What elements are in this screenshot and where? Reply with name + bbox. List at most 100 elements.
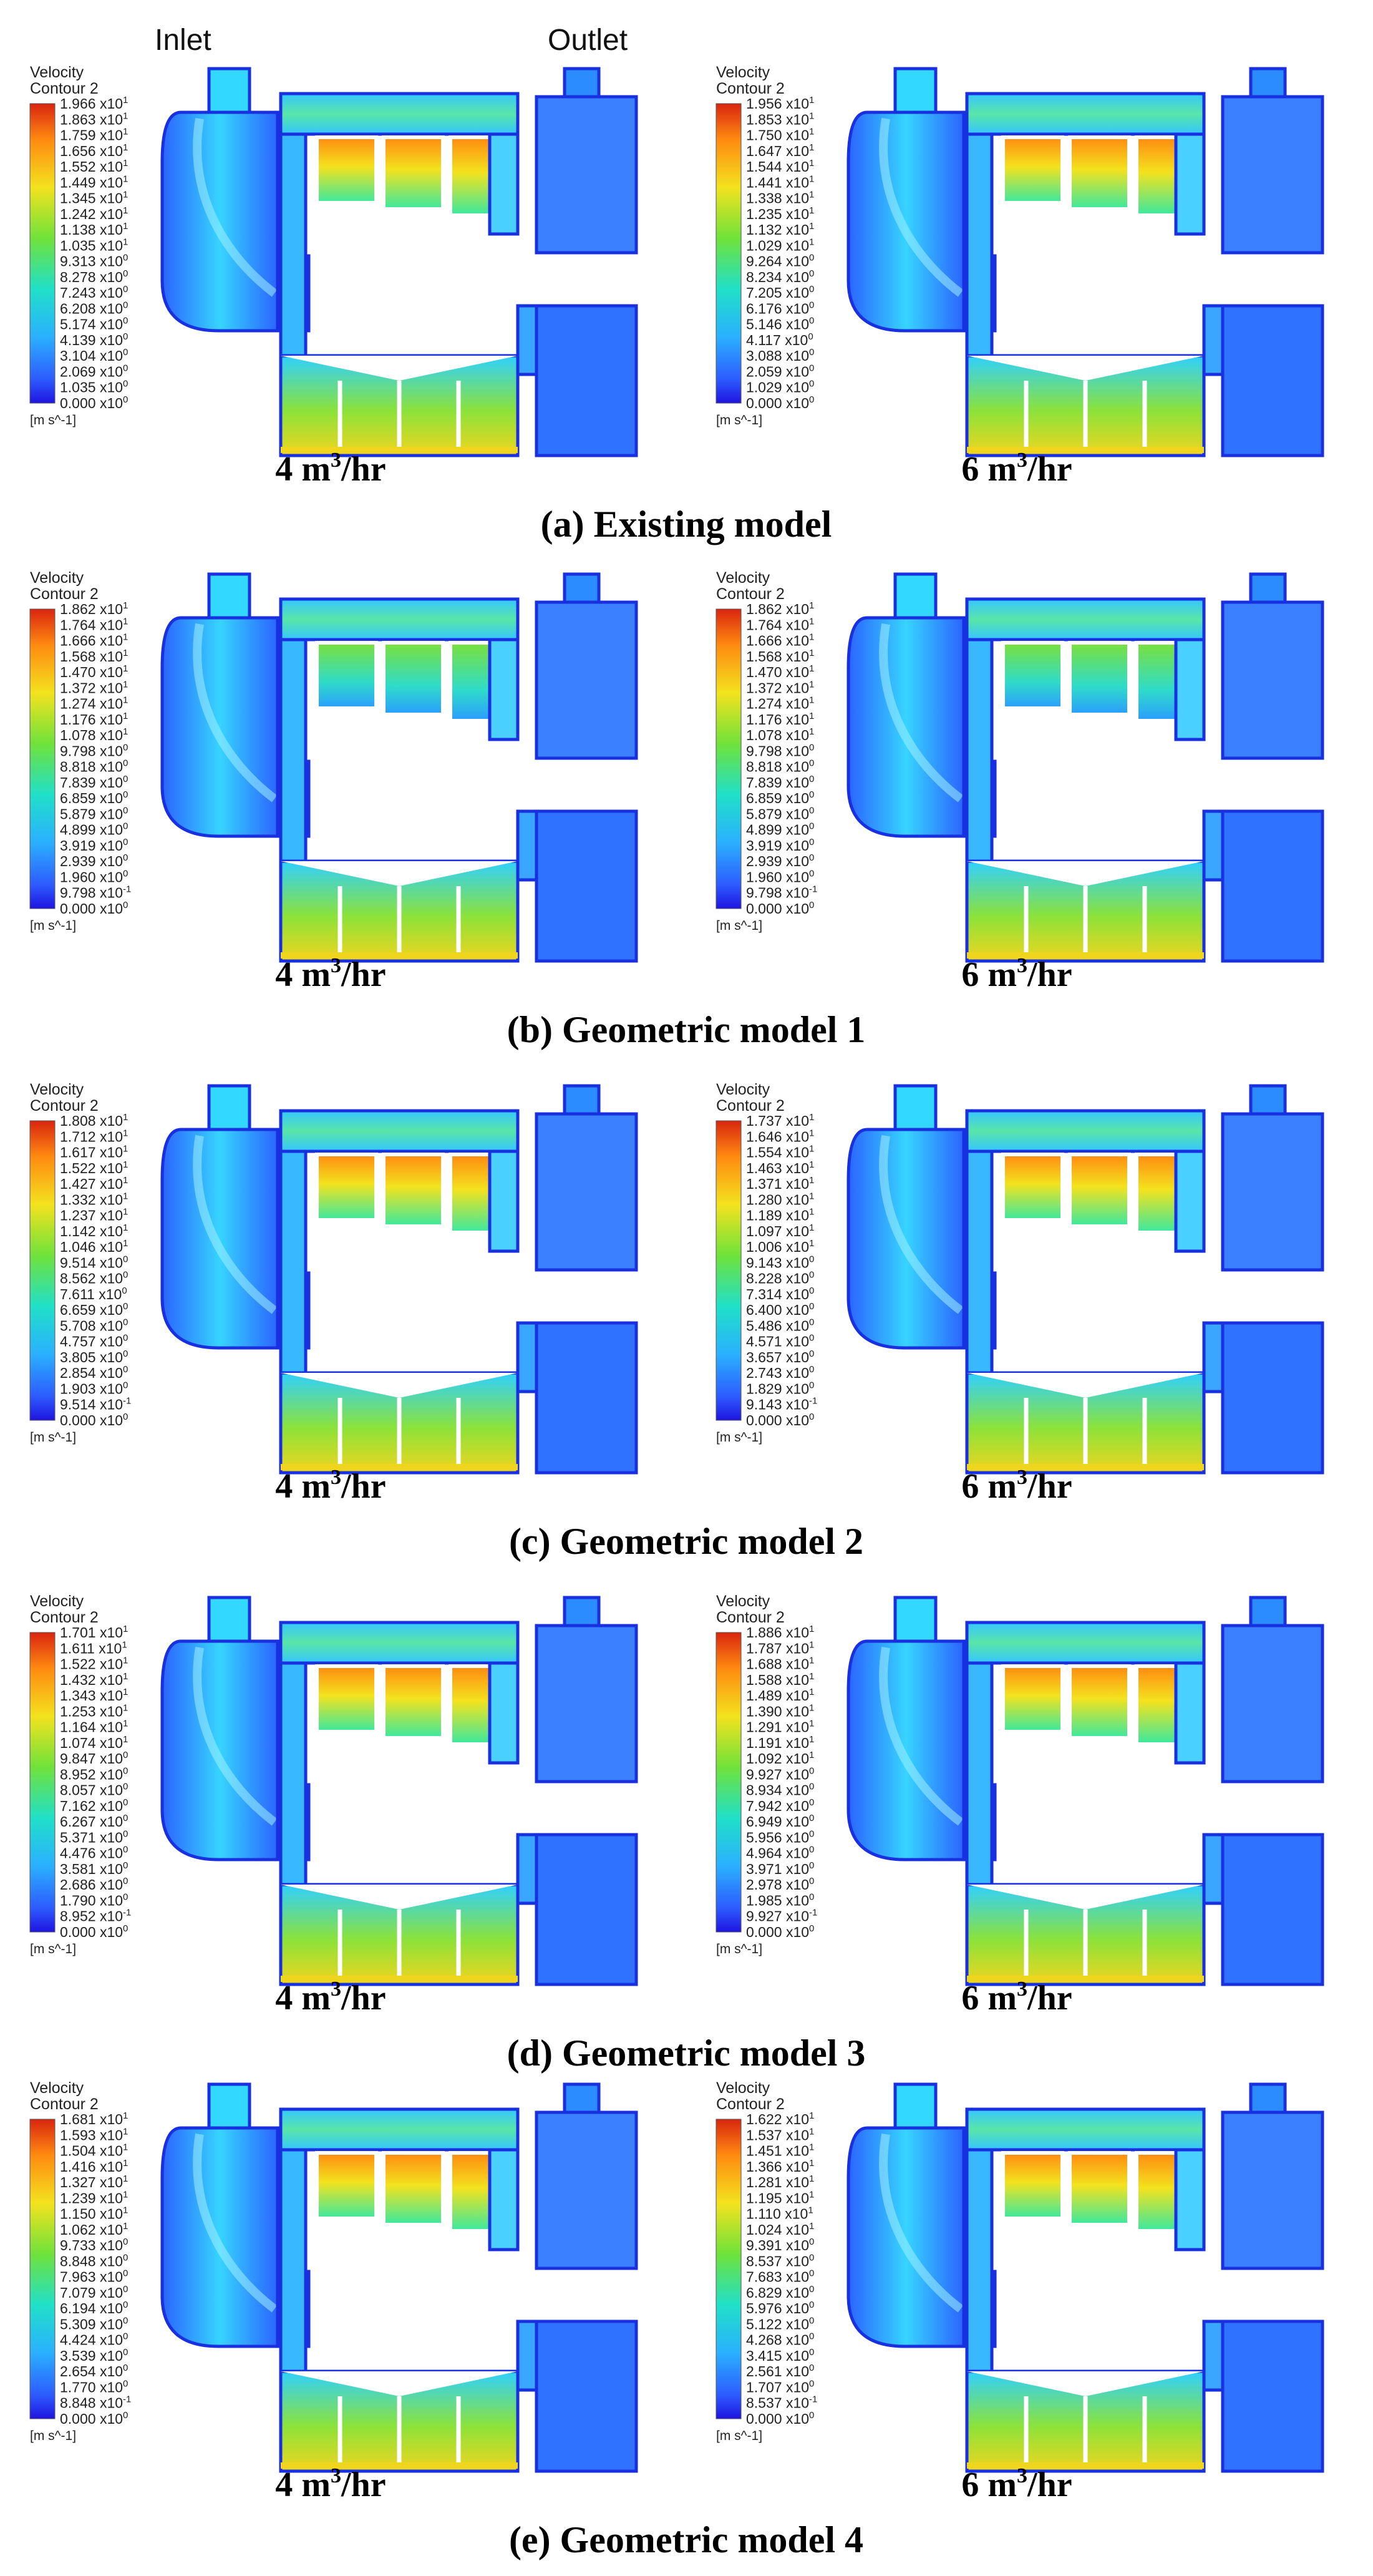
top-filter-chamber xyxy=(315,1664,378,1734)
legend-tick-label: 1.345 x101 xyxy=(60,190,128,207)
row-caption: (b) Geometric model 1 xyxy=(507,1009,866,1050)
legend-tick-label: 8.952 x100 xyxy=(60,1765,128,1782)
legend-title: Velocity xyxy=(716,569,770,587)
top-filter-chamber xyxy=(1001,2151,1064,2220)
legend-tick-label: 1.522 x101 xyxy=(60,1159,128,1176)
legend-tick-label: 8.228 x100 xyxy=(746,1270,814,1287)
legend-tick-label: 8.934 x100 xyxy=(746,1782,814,1798)
inlet-label: Inlet xyxy=(155,24,211,57)
legend-tick-label: 5.879 x100 xyxy=(60,805,128,822)
legend-tick-label: 3.415 x100 xyxy=(746,2347,814,2364)
top-header-duct xyxy=(965,1621,1206,1665)
legend-colorbar xyxy=(716,2119,742,2419)
legend-title: Velocity xyxy=(30,569,84,587)
lower-outlet-tank xyxy=(535,304,638,457)
legend-tick-label: 7.611 x100 xyxy=(60,1286,127,1302)
legend-tick-label: 5.956 x100 xyxy=(746,1828,814,1845)
legend-tick-label: 0.000 x100 xyxy=(746,2410,814,2427)
legend-tick-label: 1.985 x100 xyxy=(746,1891,814,1908)
legend-tick-label: 1.666 x101 xyxy=(746,632,814,649)
lower-outlet-tank xyxy=(1221,1321,1324,1475)
top-filter-chamber xyxy=(382,1153,445,1228)
outlet-tank xyxy=(535,1112,638,1272)
legend-tick-label: 1.097 x101 xyxy=(746,1222,814,1239)
legend-tick-label: 1.280 x101 xyxy=(746,1191,814,1208)
legend-tick-label: 1.537 x101 xyxy=(746,2126,814,2143)
outlet-pipe xyxy=(1249,1084,1287,1116)
legend-subtitle: Contour 2 xyxy=(30,1609,99,1626)
legend-tick-label: 3.088 x100 xyxy=(746,347,814,364)
legend-tick-label: 5.122 x100 xyxy=(746,2315,814,2332)
legend-tick-label: 1.451 x101 xyxy=(746,2142,814,2159)
lower-outlet-connector xyxy=(516,2320,538,2392)
legend-subtitle: Contour 2 xyxy=(716,1097,785,1115)
bottom-floor-band xyxy=(967,2462,1204,2469)
inlet-jet xyxy=(193,117,278,297)
legend-tick-label: 6.829 x100 xyxy=(746,2284,814,2301)
top-filter-chamber xyxy=(1068,2151,1131,2227)
inlet-tank xyxy=(160,616,279,838)
outlet-pipe xyxy=(1249,2082,1287,2114)
legend-tick-label: 1.863 x101 xyxy=(60,110,128,127)
legend-tick-label: 1.470 x101 xyxy=(60,663,128,680)
flow-domain xyxy=(160,67,638,457)
outlet-pipe xyxy=(563,67,601,99)
legend-tick-label: 3.104 x100 xyxy=(60,347,128,364)
flow-rate-label: 4 m3/hr xyxy=(275,449,386,489)
legend-tick-label: 1.759 x101 xyxy=(60,127,128,144)
top-header-duct xyxy=(279,1621,520,1665)
legend-tick-label: 7.942 x100 xyxy=(746,1797,814,1814)
flow-domain xyxy=(847,67,1324,457)
bottom-floor-band xyxy=(281,2462,518,2469)
legend-tick-label: 4.117 x100 xyxy=(746,331,813,348)
inlet-pipe xyxy=(893,1596,938,1643)
legend-tick-label: 1.622 x101 xyxy=(746,2110,814,2127)
legend-tick-label: 1.750 x101 xyxy=(746,127,814,144)
legend-tick-label: 1.737 x101 xyxy=(746,1112,814,1129)
legend-tick-label: 1.035 x100 xyxy=(60,379,128,396)
legend-tick-label: 9.733 x100 xyxy=(60,2237,128,2253)
bottom-chamber-gap xyxy=(967,356,1204,381)
legend-tick-label: 1.281 x101 xyxy=(746,2174,814,2190)
top-filter-chamber xyxy=(1068,1153,1131,1228)
top-filter-chamber xyxy=(382,641,445,716)
legend-tick-label: 7.314 x100 xyxy=(746,1286,814,1302)
inlet-pipe xyxy=(207,2082,251,2130)
legend-tick-label: 7.079 x100 xyxy=(60,2284,128,2301)
legend-tick-label: 3.539 x100 xyxy=(60,2347,128,2364)
legend-tick-label: 8.848 x10-1 xyxy=(60,2394,131,2411)
legend-tick-label: 7.683 x100 xyxy=(746,2268,814,2285)
row-caption: (d) Geometric model 3 xyxy=(507,2032,866,2074)
legend-tick-label: 7.243 x100 xyxy=(60,284,128,301)
legend-tick-label: 1.371 x101 xyxy=(746,1175,814,1192)
legend-unit: [m s^-1] xyxy=(716,919,762,933)
top-filter-chamber xyxy=(315,641,378,710)
legend-tick-label: 2.686 x100 xyxy=(60,1876,128,1893)
legend-tick-label: 7.205 x100 xyxy=(746,284,814,301)
legend-tick-label: 1.338 x101 xyxy=(746,190,814,207)
right-riser xyxy=(1174,132,1206,236)
legend-subtitle: Contour 2 xyxy=(30,2095,99,2113)
top-filter-chamber xyxy=(315,1153,378,1222)
legend-tick-label: 8.952 x10-1 xyxy=(60,1908,131,1925)
lower-outlet-tank xyxy=(535,1321,638,1475)
bottom-chamber-gap xyxy=(281,1373,518,1398)
outlet-tank xyxy=(535,2110,638,2270)
inlet-tank xyxy=(847,2126,966,2348)
legend-tick-label: 1.343 x101 xyxy=(60,1687,128,1704)
legend-tick-label: 1.470 x101 xyxy=(746,663,814,680)
inlet-tank xyxy=(160,110,279,333)
flow-rate-label: 4 m3/hr xyxy=(275,1466,386,1506)
flow-rate-label: 6 m3/hr xyxy=(961,2464,1072,2504)
left-riser xyxy=(279,1149,308,1378)
legend-tick-label: 1.176 x101 xyxy=(746,711,814,728)
legend-tick-label: 1.029 x100 xyxy=(746,379,814,396)
legend-tick-label: 1.554 x101 xyxy=(746,1144,814,1161)
flow-domain xyxy=(160,1596,638,1986)
legend-tick-label: 1.062 x101 xyxy=(60,2221,128,2238)
